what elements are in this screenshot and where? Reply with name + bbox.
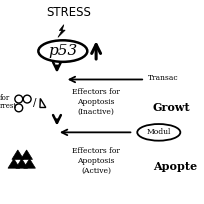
Text: Effectors for
Apoptosis
(Active): Effectors for Apoptosis (Active) xyxy=(72,147,120,175)
Text: Growt: Growt xyxy=(153,102,191,113)
Polygon shape xyxy=(12,150,24,159)
Text: Transac: Transac xyxy=(148,74,179,82)
Polygon shape xyxy=(8,159,20,168)
Text: Effectors for
Apoptosis
(Inactive): Effectors for Apoptosis (Inactive) xyxy=(72,88,120,116)
Text: rrest: rrest xyxy=(0,102,17,110)
Polygon shape xyxy=(24,159,35,168)
Text: Modul: Modul xyxy=(147,128,171,136)
Polygon shape xyxy=(21,150,32,159)
Text: STRESS: STRESS xyxy=(46,6,91,19)
Text: Apopte: Apopte xyxy=(153,161,197,172)
Text: /: / xyxy=(33,98,36,108)
Text: p53: p53 xyxy=(48,44,78,58)
Polygon shape xyxy=(16,159,28,168)
Polygon shape xyxy=(58,25,65,37)
Text: for: for xyxy=(0,94,10,102)
